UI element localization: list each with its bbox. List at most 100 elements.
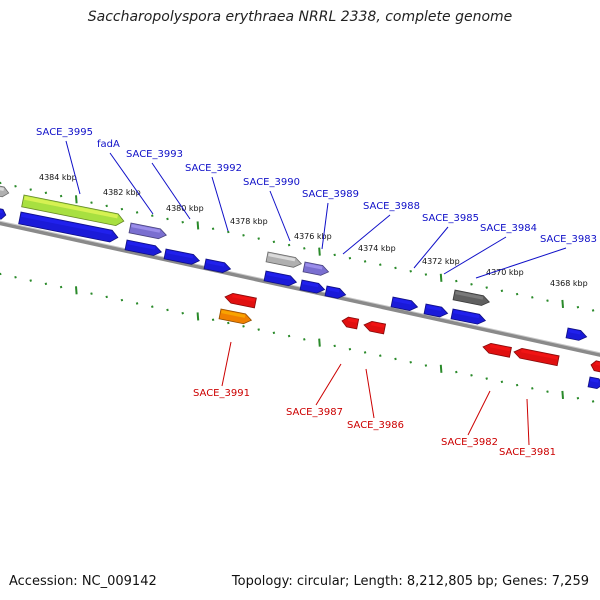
minor-tick bbox=[90, 292, 93, 295]
gene-label-forward: SACE_3988 bbox=[363, 201, 420, 212]
gene-label-reverse: SACE_3981 bbox=[499, 447, 556, 458]
kbp-label: 4374 kbp bbox=[358, 244, 396, 253]
gene-sace-3984-dark-shine bbox=[455, 291, 484, 300]
minor-tick bbox=[257, 328, 260, 331]
gene-left-grey-shine bbox=[0, 186, 5, 191]
gene-sace-3983 bbox=[450, 308, 487, 325]
gene-sace-3983-shine bbox=[453, 310, 480, 319]
minor-tick bbox=[14, 275, 17, 279]
minor-tick bbox=[515, 292, 519, 296]
minor-tick bbox=[287, 243, 291, 247]
gene-sace-3995 bbox=[21, 194, 125, 227]
minor-tick bbox=[44, 282, 48, 286]
minor-tick bbox=[424, 273, 428, 276]
minor-tick bbox=[151, 305, 154, 308]
gene-label-forward: SACE_3984 bbox=[480, 223, 537, 234]
major-tick bbox=[75, 286, 78, 295]
leader-line-reverse bbox=[221, 341, 232, 387]
major-tick bbox=[196, 312, 200, 321]
major-tick bbox=[318, 338, 321, 347]
gene-sace-3992 bbox=[203, 258, 232, 273]
gene-label-forward: SACE_3983 bbox=[540, 234, 597, 245]
gene-sace-3985-shine bbox=[426, 305, 442, 312]
minor-tick bbox=[29, 279, 32, 282]
gene-sace-3981-shine bbox=[521, 349, 558, 360]
minor-tick bbox=[485, 286, 488, 289]
gene-left-blue-body bbox=[0, 207, 7, 220]
lower-tick-track bbox=[0, 272, 595, 403]
minor-tick bbox=[515, 383, 519, 387]
upper-tick-track bbox=[0, 181, 595, 312]
minor-tick bbox=[272, 331, 276, 335]
minor-tick bbox=[242, 325, 245, 328]
minor-tick bbox=[0, 181, 2, 185]
minor-tick bbox=[44, 191, 48, 195]
gene-right-red bbox=[590, 360, 600, 373]
gene-left-blue bbox=[0, 207, 7, 220]
gene-sace-3986 bbox=[363, 320, 387, 335]
gene-fwd-a-shine bbox=[127, 241, 156, 250]
gene-label-forward: SACE_3990 bbox=[243, 177, 300, 188]
minor-tick bbox=[105, 295, 108, 299]
gene-label-reverse: SACE_3986 bbox=[347, 420, 404, 431]
leader-line-reverse bbox=[315, 363, 342, 406]
gene-sace-3986-shine bbox=[371, 322, 385, 328]
minor-tick bbox=[379, 354, 382, 357]
minor-tick bbox=[500, 289, 504, 293]
gene-right-red-body bbox=[590, 360, 600, 373]
kbp-label: 4384 kbp bbox=[39, 173, 77, 182]
gene-label-reverse: SACE_3982 bbox=[441, 437, 498, 448]
gene-right-blue-shine bbox=[568, 329, 581, 335]
gene-right-blue-low bbox=[587, 376, 600, 390]
minor-tick bbox=[0, 272, 2, 276]
gene-label-reverse: SACE_3987 bbox=[286, 407, 343, 418]
gene-sace-3992-shine bbox=[206, 260, 225, 267]
gene-left-blue-shine bbox=[0, 209, 3, 214]
leader-line-forward bbox=[321, 202, 329, 250]
minor-tick bbox=[379, 263, 382, 266]
minor-tick bbox=[394, 357, 397, 361]
gene-fwd-b bbox=[263, 270, 298, 287]
minor-tick bbox=[303, 338, 306, 341]
minor-tick bbox=[105, 204, 108, 208]
gene-label-forward: SACE_3992 bbox=[185, 163, 242, 174]
gene-sace-3981 bbox=[513, 347, 560, 367]
minor-tick bbox=[211, 318, 215, 322]
minor-tick bbox=[257, 237, 260, 240]
leader-line-forward bbox=[443, 236, 507, 275]
minor-tick bbox=[470, 374, 473, 377]
gene-sace-3991-a-shine bbox=[232, 294, 256, 302]
minor-tick bbox=[531, 296, 534, 299]
gene-sace-3982 bbox=[482, 342, 512, 358]
major-tick bbox=[196, 221, 200, 230]
minor-tick bbox=[135, 211, 139, 214]
gene-sace-3988-shine bbox=[393, 298, 412, 305]
gene-fwd-long bbox=[18, 211, 119, 243]
accession-label: Accession: NC_009142 bbox=[9, 574, 157, 589]
minor-tick bbox=[333, 344, 336, 348]
minor-tick bbox=[576, 305, 580, 309]
gene-label-forward: fadA bbox=[97, 139, 120, 150]
kbp-label: 4368 kbp bbox=[550, 279, 588, 288]
leader-line-forward bbox=[151, 162, 191, 220]
minor-tick bbox=[363, 351, 367, 354]
minor-tick bbox=[135, 302, 139, 305]
leader-line-reverse bbox=[467, 390, 491, 436]
leader-line-forward bbox=[475, 247, 567, 279]
minor-tick bbox=[29, 188, 32, 191]
leader-line-reverse bbox=[365, 368, 375, 419]
gene-sace-3991-orange-shine bbox=[221, 310, 246, 318]
kbp-label: 4372 kbp bbox=[422, 257, 460, 266]
leader-line-reverse bbox=[526, 398, 530, 446]
minor-tick bbox=[591, 309, 595, 312]
minor-tick bbox=[394, 266, 397, 270]
minor-tick bbox=[348, 347, 352, 351]
gene-fwd-c bbox=[299, 279, 326, 294]
leader-line-forward bbox=[65, 140, 81, 195]
gene-right-blue-low-shine bbox=[590, 378, 599, 383]
major-tick bbox=[75, 195, 78, 204]
major-tick bbox=[561, 390, 564, 399]
minor-tick bbox=[531, 387, 534, 390]
minor-tick bbox=[424, 364, 428, 367]
gene-fada bbox=[128, 222, 167, 240]
